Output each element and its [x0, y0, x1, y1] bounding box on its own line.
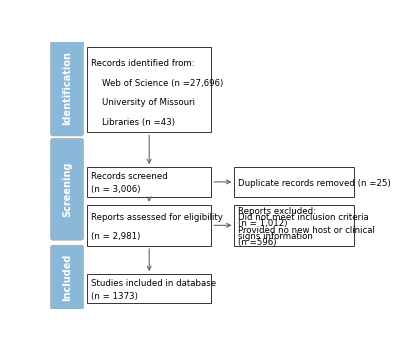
Text: Provided no new host or clinical: Provided no new host or clinical	[238, 226, 375, 235]
Text: Reports assessed for eligibility: Reports assessed for eligibility	[91, 213, 223, 222]
Text: Included: Included	[62, 254, 72, 301]
FancyBboxPatch shape	[51, 138, 84, 240]
Bar	[234, 205, 354, 246]
Text: (n = 1373): (n = 1373)	[91, 292, 138, 301]
Text: Identification: Identification	[62, 51, 72, 125]
Text: Screening: Screening	[62, 161, 72, 217]
Text: Reports excluded:: Reports excluded:	[238, 206, 316, 215]
Text: University of Missouri: University of Missouri	[91, 99, 195, 108]
Bar	[87, 167, 211, 197]
Text: Studies included in database: Studies included in database	[91, 279, 216, 288]
Text: (n = 2,981): (n = 2,981)	[91, 232, 140, 241]
FancyBboxPatch shape	[51, 41, 84, 136]
FancyBboxPatch shape	[51, 245, 84, 310]
Text: (n = 3,006): (n = 3,006)	[91, 185, 140, 194]
Bar	[87, 47, 211, 133]
Text: Duplicate records removed (n =25): Duplicate records removed (n =25)	[238, 179, 391, 188]
Text: Records screened: Records screened	[91, 172, 168, 181]
Text: Web of Science (n =27,696): Web of Science (n =27,696)	[91, 79, 223, 88]
Bar	[234, 167, 354, 197]
Bar	[87, 274, 211, 304]
Text: (n = 1,012): (n = 1,012)	[238, 219, 288, 228]
Text: Libraries (n =43): Libraries (n =43)	[91, 118, 175, 127]
Text: Records identified from:: Records identified from:	[91, 59, 194, 68]
Text: (n =596): (n =596)	[238, 238, 277, 247]
Text: signs information: signs information	[238, 232, 313, 241]
Bar	[87, 205, 211, 246]
Text: Did not meet inclusion criteria: Did not meet inclusion criteria	[238, 213, 369, 222]
